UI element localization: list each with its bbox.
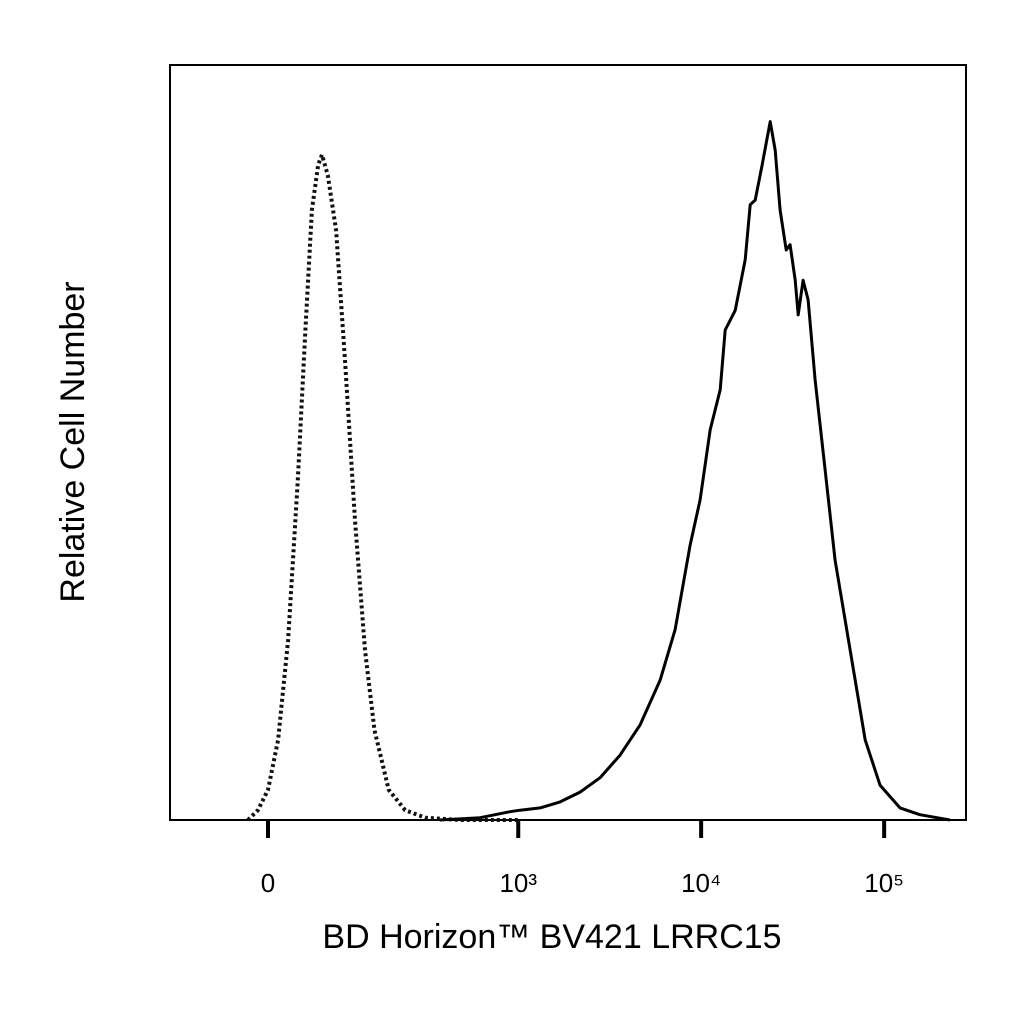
x-axis-title: BD Horizon™ BV421 LRRC15 bbox=[322, 918, 781, 956]
x-tick-label: 0 bbox=[261, 868, 275, 898]
x-tick-label: 10³ bbox=[499, 868, 537, 898]
histogram-line bbox=[246, 152, 521, 822]
x-tick-label: 10⁴ bbox=[681, 868, 721, 898]
x-tick-label: 10⁵ bbox=[864, 868, 904, 898]
histogram-line bbox=[439, 120, 951, 822]
plot-frame bbox=[169, 64, 967, 821]
y-axis-title: Relative Cell Number bbox=[54, 281, 92, 602]
